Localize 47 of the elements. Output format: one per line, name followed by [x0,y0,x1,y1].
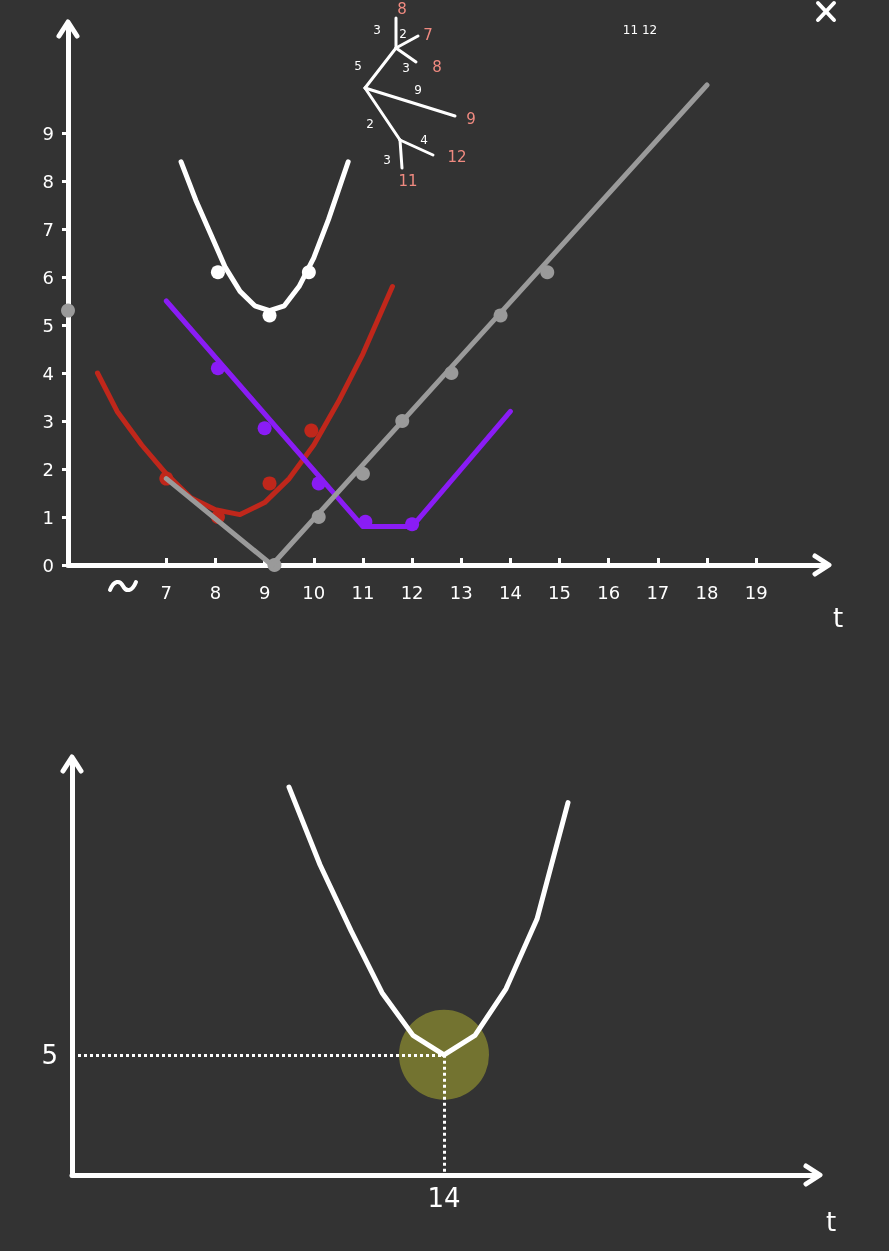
annotation: 3 [402,61,410,75]
x-tick-label: 10 [302,581,326,603]
annotation: 3 [383,153,391,167]
y-tick-label: 9 [42,122,54,144]
annotation: 3 [373,23,381,37]
annotation: 8 [432,58,442,76]
x-axis-title: t [833,603,844,633]
text: 8 [397,0,407,18]
x-tick-label: 9 [258,581,271,603]
x-tick-label: 13 [449,581,473,603]
annotation: 4 [420,133,428,147]
text: 14 [427,1183,461,1213]
point [262,476,277,491]
x-tick-label: 17 [646,581,670,603]
point [540,265,555,280]
y-tick-label: 4 [42,362,54,384]
y-tick-label: 3 [42,410,54,432]
point [61,303,75,318]
x-tick-label: 11 [351,581,375,603]
x-tick-label: 7 [160,581,173,603]
y-tick-label: 0 [42,554,54,576]
y-tick-label: 2 [42,458,54,480]
annotation: 9 [466,110,476,128]
annotation: 9 [414,83,422,97]
x-tick-label: 16 [597,581,621,603]
annotation: 7 [423,26,433,44]
x-tick-label: 19 [744,581,768,603]
y-tick-label: 1 [42,506,54,528]
x-tick-label: 18 [695,581,719,603]
y-tick-label: 7 [42,218,54,240]
y-tick-label: 8 [42,170,54,192]
point [257,421,272,436]
y-tick-label: 6 [42,266,54,288]
annotation: 12 [447,148,467,166]
x-tick-label: 8 [209,581,222,603]
x-axis-title: t [826,1207,837,1237]
x-tick-label: 15 [548,581,572,603]
y-tick-label: 5 [42,314,54,336]
point [304,423,319,438]
point [210,265,225,280]
annotation: 2 [399,27,407,41]
annotation: 11 [398,172,418,190]
x-tick-label: 12 [400,581,424,603]
annotation: 5 [354,59,362,73]
annotation: 11 12 [622,23,658,37]
x-tick-label: 14 [498,581,522,603]
annotation: 2 [366,117,374,131]
